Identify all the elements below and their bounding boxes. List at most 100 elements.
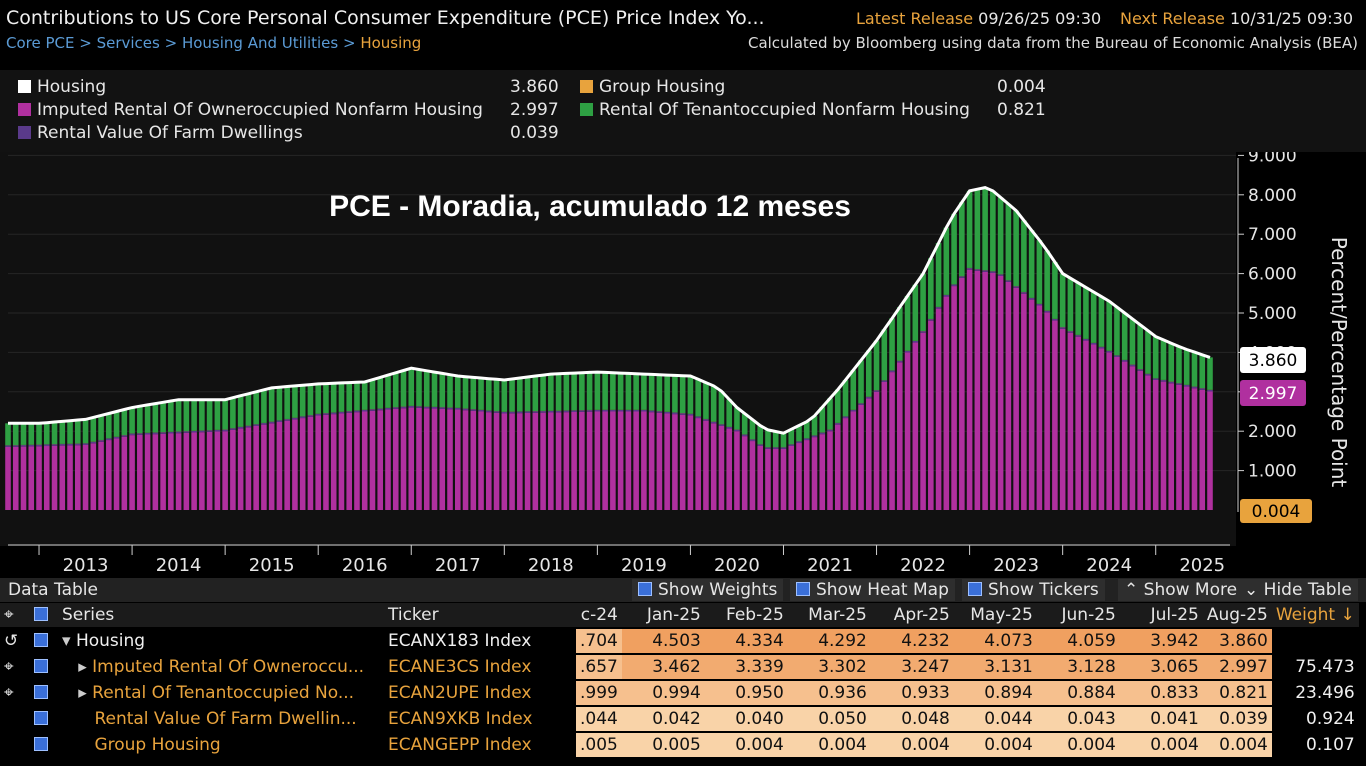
value-cell[interactable]: 0.042 xyxy=(621,706,705,733)
value-cell[interactable]: 0.933 xyxy=(870,680,954,707)
col-aug-25[interactable]: Aug-25 xyxy=(1202,603,1272,629)
checkbox-icon[interactable] xyxy=(34,685,48,699)
col-jul-25[interactable]: Jul-25 xyxy=(1119,603,1203,629)
legend-item-group-housing[interactable]: Group Housing xyxy=(580,77,725,97)
ticker[interactable]: ECAN9XKB Index xyxy=(384,706,576,733)
legend-item-housing[interactable]: Housing xyxy=(18,77,106,97)
col-jun-25[interactable]: Jun-25 xyxy=(1036,603,1120,629)
value-cell[interactable]: 3.065 xyxy=(1119,654,1203,681)
col-jan-25[interactable]: Jan-25 xyxy=(621,603,705,629)
value-cell[interactable]: 0.004 xyxy=(1036,732,1120,759)
value-cell[interactable]: 0.005 xyxy=(621,732,705,759)
value-cell[interactable]: 0.004 xyxy=(953,732,1037,759)
target-icon[interactable] xyxy=(0,706,30,733)
value-cell[interactable]: 3.462 xyxy=(621,654,705,681)
value-cell[interactable]: 4.073 xyxy=(953,628,1037,655)
expand-icon[interactable]: ▸ xyxy=(78,683,93,703)
ticker[interactable]: ECANGEPP Index xyxy=(384,732,576,759)
col-series[interactable]: Series xyxy=(58,603,384,629)
value-cell[interactable]: 3.128 xyxy=(1036,654,1120,681)
value-cell[interactable]: 0.994 xyxy=(621,680,705,707)
value-cell[interactable]: 0.004 xyxy=(1119,732,1203,759)
checkbox-icon[interactable] xyxy=(34,633,48,647)
value-cell[interactable]: 2.997 xyxy=(1202,654,1272,681)
reset-icon[interactable]: ↺ xyxy=(0,628,30,655)
series-name[interactable]: ▾ Housing xyxy=(58,628,384,655)
row-checkbox[interactable] xyxy=(30,680,58,707)
show-tickers-toggle[interactable]: Show Tickers xyxy=(962,579,1105,601)
row-checkbox[interactable] xyxy=(30,732,58,759)
value-cell[interactable]: 4.232 xyxy=(870,628,954,655)
value-cell[interactable]: 4.059 xyxy=(1036,628,1120,655)
value-cell[interactable]: .657 xyxy=(576,654,622,681)
value-cell[interactable]: 0.884 xyxy=(1036,680,1120,707)
value-cell[interactable]: 0.950 xyxy=(704,680,788,707)
value-cell[interactable]: 0.004 xyxy=(870,732,954,759)
row-checkbox[interactable] xyxy=(30,654,58,681)
value-cell[interactable]: 0.039 xyxy=(1202,706,1272,733)
value-cell[interactable]: 3.860 xyxy=(1202,628,1272,655)
row-checkbox[interactable] xyxy=(30,628,58,655)
value-cell[interactable]: 0.041 xyxy=(1119,706,1203,733)
value-cell[interactable]: 0.004 xyxy=(704,732,788,759)
legend-item-rental-tenant[interactable]: Rental Of Tenantoccupied Nonfarm Housing xyxy=(580,100,970,120)
value-cell[interactable]: 3.339 xyxy=(704,654,788,681)
breadcrumb-core-pce[interactable]: Core PCE xyxy=(6,34,75,52)
target-icon[interactable] xyxy=(0,732,30,759)
table-row[interactable]: Rental Value Of Farm Dwellin... ECAN9XKB … xyxy=(0,706,1359,733)
value-cell[interactable]: .999 xyxy=(576,680,622,707)
col-feb-25[interactable]: Feb-25 xyxy=(704,603,788,629)
target-icon[interactable]: ⌖ xyxy=(0,680,30,707)
value-cell[interactable]: .005 xyxy=(576,732,622,759)
value-cell[interactable]: 0.043 xyxy=(1036,706,1120,733)
col-apr-25[interactable]: Apr-25 xyxy=(870,603,954,629)
col-dec-24[interactable]: c-24 xyxy=(576,603,622,629)
value-cell[interactable]: 4.292 xyxy=(787,628,871,655)
ticker[interactable]: ECANE3CS Index xyxy=(384,654,576,681)
series-name[interactable]: ▸ Imputed Rental Of Owneroccu... xyxy=(58,654,384,681)
value-cell[interactable]: 0.833 xyxy=(1119,680,1203,707)
value-cell[interactable]: 0.044 xyxy=(953,706,1037,733)
hide-table-button[interactable]: ⌄ Hide Table xyxy=(1238,579,1358,601)
breadcrumb-services[interactable]: Services xyxy=(96,34,160,52)
value-cell[interactable]: .044 xyxy=(576,706,622,733)
value-cell[interactable]: 3.942 xyxy=(1119,628,1203,655)
table-row[interactable]: ⌖ ▸ Rental Of Tenantoccupied No... ECAN2U… xyxy=(0,680,1359,707)
value-cell[interactable]: 0.004 xyxy=(1202,732,1272,759)
value-cell[interactable]: 0.821 xyxy=(1202,680,1272,707)
col-mar-25[interactable]: Mar-25 xyxy=(787,603,871,629)
target-icon[interactable]: ⌖ xyxy=(0,654,30,681)
table-row[interactable]: ⌖ ▸ Imputed Rental Of Owneroccu... ECANE3… xyxy=(0,654,1359,681)
value-cell[interactable]: 0.050 xyxy=(787,706,871,733)
value-cell[interactable]: 3.247 xyxy=(870,654,954,681)
breadcrumb-housing-utilities[interactable]: Housing And Utilities xyxy=(181,34,339,52)
checkbox-icon[interactable] xyxy=(34,737,48,751)
checkbox-icon[interactable] xyxy=(34,711,48,725)
value-cell[interactable]: 4.503 xyxy=(621,628,705,655)
value-cell[interactable]: 4.334 xyxy=(704,628,788,655)
ticker[interactable]: ECANX183 Index xyxy=(384,628,576,655)
value-cell[interactable]: 3.302 xyxy=(787,654,871,681)
series-name[interactable]: ▸ Rental Of Tenantoccupied No... xyxy=(58,680,384,707)
series-name[interactable]: Group Housing xyxy=(58,732,384,759)
header-checkbox[interactable] xyxy=(30,603,58,629)
ticker[interactable]: ECAN2UPE Index xyxy=(384,680,576,707)
value-cell[interactable]: 0.936 xyxy=(787,680,871,707)
col-may-25[interactable]: May-25 xyxy=(953,603,1037,629)
show-weights-toggle[interactable]: Show Weights xyxy=(632,579,784,601)
series-name[interactable]: Rental Value Of Farm Dwellin... xyxy=(58,706,384,733)
value-cell[interactable]: 0.004 xyxy=(787,732,871,759)
value-cell[interactable]: 0.040 xyxy=(704,706,788,733)
row-checkbox[interactable] xyxy=(30,706,58,733)
value-cell[interactable]: 0.894 xyxy=(953,680,1037,707)
col-ticker[interactable]: Ticker xyxy=(384,603,576,629)
checkbox-icon[interactable] xyxy=(34,659,48,673)
show-heat-map-toggle[interactable]: Show Heat Map xyxy=(790,579,955,601)
table-row[interactable]: ↺ ▾ Housing ECANX183 Index .704 4.503 4.334 4.… xyxy=(0,628,1359,655)
expand-icon[interactable]: ▸ xyxy=(78,657,93,677)
collapse-icon[interactable]: ▾ xyxy=(62,631,76,651)
table-row[interactable]: Group Housing ECANGEPP Index .005 0.005 0.00… xyxy=(0,732,1359,759)
value-cell[interactable]: 3.131 xyxy=(953,654,1037,681)
value-cell[interactable]: 0.048 xyxy=(870,706,954,733)
col-weight[interactable]: Weight ↓ xyxy=(1271,603,1359,629)
